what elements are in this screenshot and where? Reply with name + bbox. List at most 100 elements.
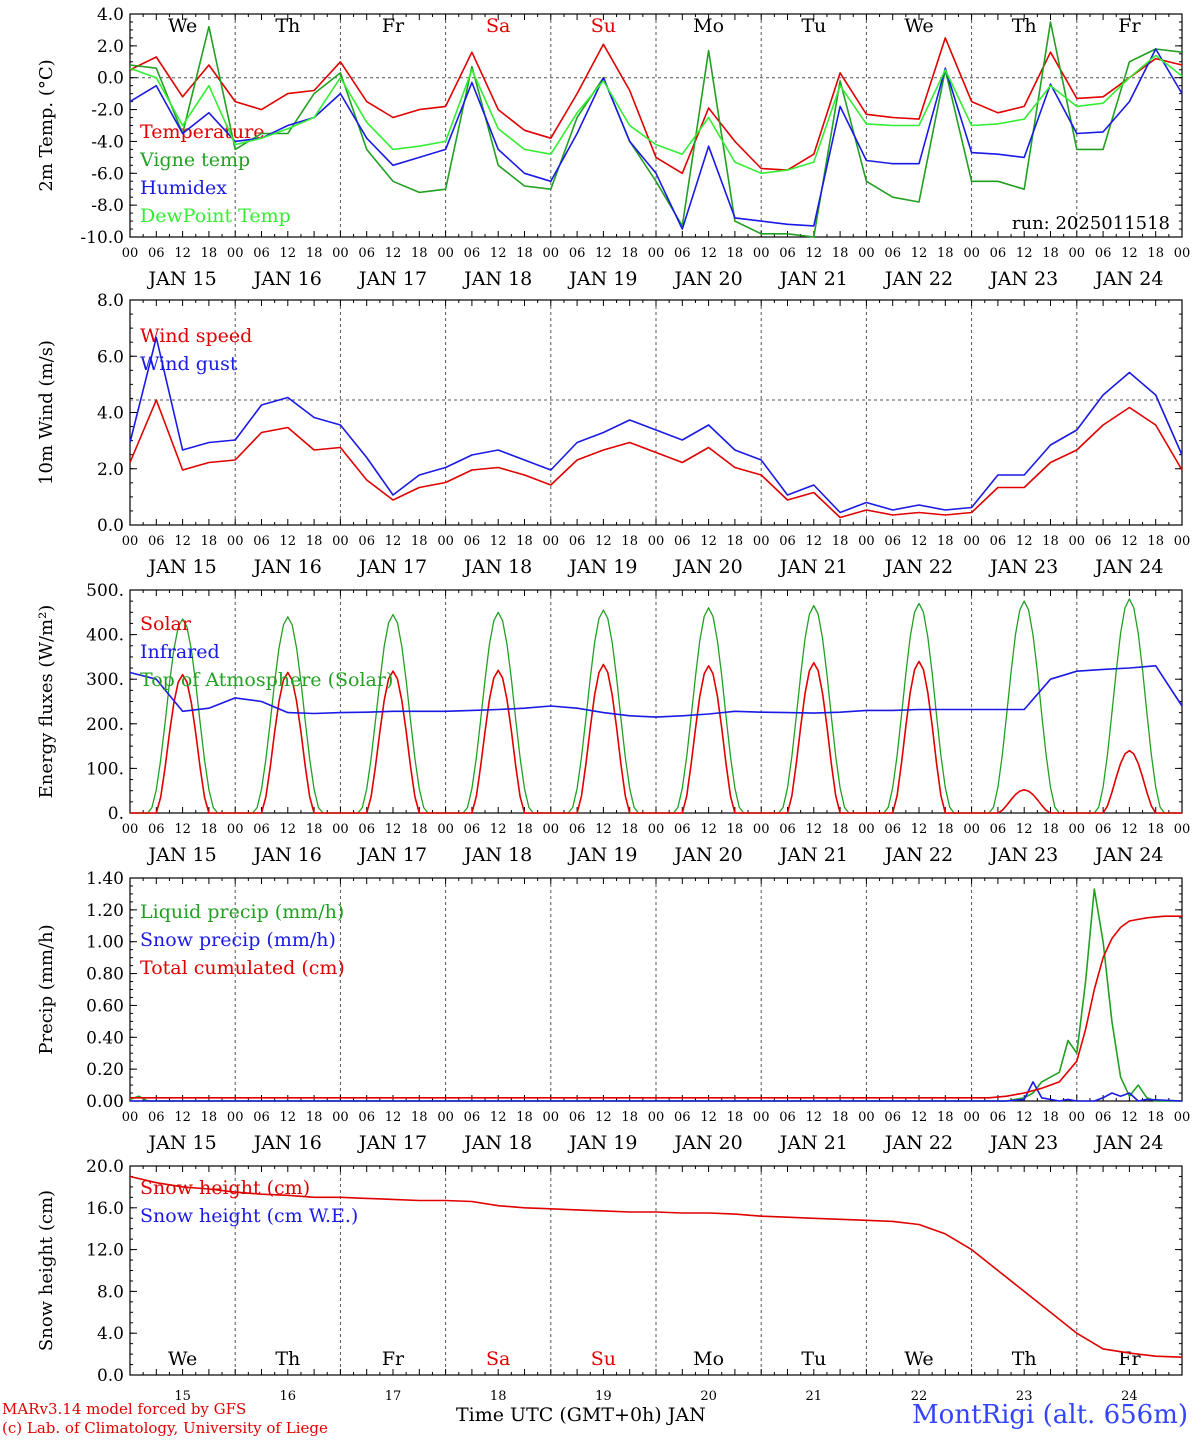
day-number-label: 24 xyxy=(1121,1389,1138,1404)
hour-tick-label: 00 xyxy=(543,1110,560,1125)
day-number-label: 17 xyxy=(385,1389,402,1404)
hour-tick-label: 18 xyxy=(201,534,218,549)
hour-tick-label: 06 xyxy=(569,1110,586,1125)
hour-tick-label: 00 xyxy=(437,246,454,261)
day-label: JAN 22 xyxy=(883,556,953,578)
y-tick-label: 0.0 xyxy=(97,516,124,536)
hour-tick-label: 18 xyxy=(306,822,323,837)
day-label: JAN 18 xyxy=(462,844,532,866)
hour-tick-label: 12 xyxy=(280,822,297,837)
chart-panel-4: 1.40 1.20 1.00 0.80 0.60 0.40 0.20 0.00 Precip (… xyxy=(36,869,1190,1154)
y-tick-label: 0.00 xyxy=(86,1092,124,1112)
day-label: JAN 15 xyxy=(147,268,217,290)
y-tick-label: 0.80 xyxy=(86,965,124,985)
y-tick-label: 2.0 xyxy=(97,37,124,57)
hour-tick-label: 06 xyxy=(148,1110,165,1125)
hour-tick-label: 18 xyxy=(1147,246,1164,261)
hour-tick-label: 12 xyxy=(1121,1110,1138,1125)
hour-tick-label: 18 xyxy=(832,1110,849,1125)
hour-tick-label: 00 xyxy=(437,534,454,549)
series-line-2 xyxy=(129,21,1183,238)
hour-tick-label: 00 xyxy=(648,534,665,549)
hour-tick-label: 18 xyxy=(516,534,533,549)
y-tick-label: 8.0 xyxy=(97,1282,124,1302)
hour-tick-label: 12 xyxy=(490,534,507,549)
hour-tick-label: 12 xyxy=(806,534,823,549)
hour-tick-label: 12 xyxy=(385,1110,402,1125)
hour-tick-label: 12 xyxy=(806,822,823,837)
weekday-label: Sa xyxy=(486,1348,510,1370)
legend-entry: Total cumulated (cm) xyxy=(140,957,345,979)
hour-tick-label: 12 xyxy=(1016,822,1033,837)
hour-tick-label: 18 xyxy=(201,822,218,837)
weekday-label: We xyxy=(168,15,197,37)
hour-tick-label: 06 xyxy=(779,1110,796,1125)
hour-tick-label: 06 xyxy=(253,1110,270,1125)
y-tick-label: 2.0 xyxy=(97,460,124,480)
y-tick-label: 4.0 xyxy=(97,404,124,424)
day-label: JAN 24 xyxy=(1093,268,1163,290)
day-label: JAN 16 xyxy=(252,1132,322,1154)
chart-panel-3: 500. 400. 300. 200. 100. 0. Energy fluxes (W/m… xyxy=(36,581,1190,866)
hour-tick-label: 12 xyxy=(1121,246,1138,261)
hour-tick-label: 18 xyxy=(411,1110,428,1125)
hour-tick-label: 06 xyxy=(1095,822,1112,837)
hour-tick-label: 00 xyxy=(648,822,665,837)
hour-tick-label: 12 xyxy=(595,534,612,549)
hour-tick-label: 00 xyxy=(1069,246,1086,261)
hour-tick-label: 06 xyxy=(779,822,796,837)
legend-entry: Liquid precip (mm/h) xyxy=(140,901,344,923)
hour-tick-label: 06 xyxy=(990,1110,1007,1125)
hour-tick-label: 06 xyxy=(253,822,270,837)
hour-tick-label: 00 xyxy=(122,1110,139,1125)
day-label: JAN 22 xyxy=(883,268,953,290)
hour-tick-label: 00 xyxy=(963,246,980,261)
hour-tick-label: 00 xyxy=(648,1110,665,1125)
hour-tick-label: 12 xyxy=(700,1110,717,1125)
y-tick-label: 100. xyxy=(86,759,124,779)
panels: 4.0 2.0 0.0 -2.0 -4.0 -6.0 -8.0 -10.0 2m Temp. (… xyxy=(36,5,1190,1404)
day-label: JAN 22 xyxy=(883,1132,953,1154)
hour-tick-label: 06 xyxy=(148,534,165,549)
hour-tick-label: 12 xyxy=(490,822,507,837)
day-label: JAN 20 xyxy=(673,1132,743,1154)
hour-tick-label: 18 xyxy=(1147,822,1164,837)
hour-tick-label: 18 xyxy=(621,534,638,549)
hour-tick-label: 12 xyxy=(1121,822,1138,837)
day-label: JAN 22 xyxy=(883,844,953,866)
hour-tick-label: 06 xyxy=(253,246,270,261)
y-tick-label: 8.0 xyxy=(97,291,124,311)
weekday-label: We xyxy=(904,1348,933,1370)
hour-tick-label: 00 xyxy=(963,1110,980,1125)
y-tick-label: -10.0 xyxy=(80,228,124,248)
hour-tick-label: 00 xyxy=(332,1110,349,1125)
y-tick-label: 6.0 xyxy=(97,347,124,367)
day-label: JAN 19 xyxy=(567,268,637,290)
hour-tick-label: 12 xyxy=(911,246,928,261)
hour-tick-label: 06 xyxy=(674,534,691,549)
hour-tick-label: 00 xyxy=(122,246,139,261)
hour-tick-label: 18 xyxy=(201,246,218,261)
day-label: JAN 21 xyxy=(778,268,848,290)
hour-tick-label: 06 xyxy=(674,822,691,837)
day-label: JAN 15 xyxy=(147,1132,217,1154)
legend-entry: Wind gust xyxy=(140,353,238,375)
y-tick-label: 4.0 xyxy=(97,5,124,25)
hour-tick-label: 00 xyxy=(1174,822,1191,837)
day-label: JAN 15 xyxy=(147,844,217,866)
x-axis-label: Time UTC (GMT+0h) JAN xyxy=(456,1404,706,1426)
hour-tick-label: 00 xyxy=(753,534,770,549)
hour-tick-label: 12 xyxy=(911,534,928,549)
hour-tick-label: 00 xyxy=(227,1110,244,1125)
hour-tick-label: 18 xyxy=(411,534,428,549)
hour-tick-label: 00 xyxy=(122,822,139,837)
weekday-label: Su xyxy=(591,15,616,37)
hour-tick-label: 18 xyxy=(621,822,638,837)
day-label: JAN 23 xyxy=(988,268,1058,290)
series-line-4 xyxy=(129,54,1183,175)
hour-tick-label: 18 xyxy=(1042,534,1059,549)
day-label: JAN 20 xyxy=(673,844,743,866)
hour-tick-label: 00 xyxy=(963,822,980,837)
hour-tick-label: 18 xyxy=(832,246,849,261)
